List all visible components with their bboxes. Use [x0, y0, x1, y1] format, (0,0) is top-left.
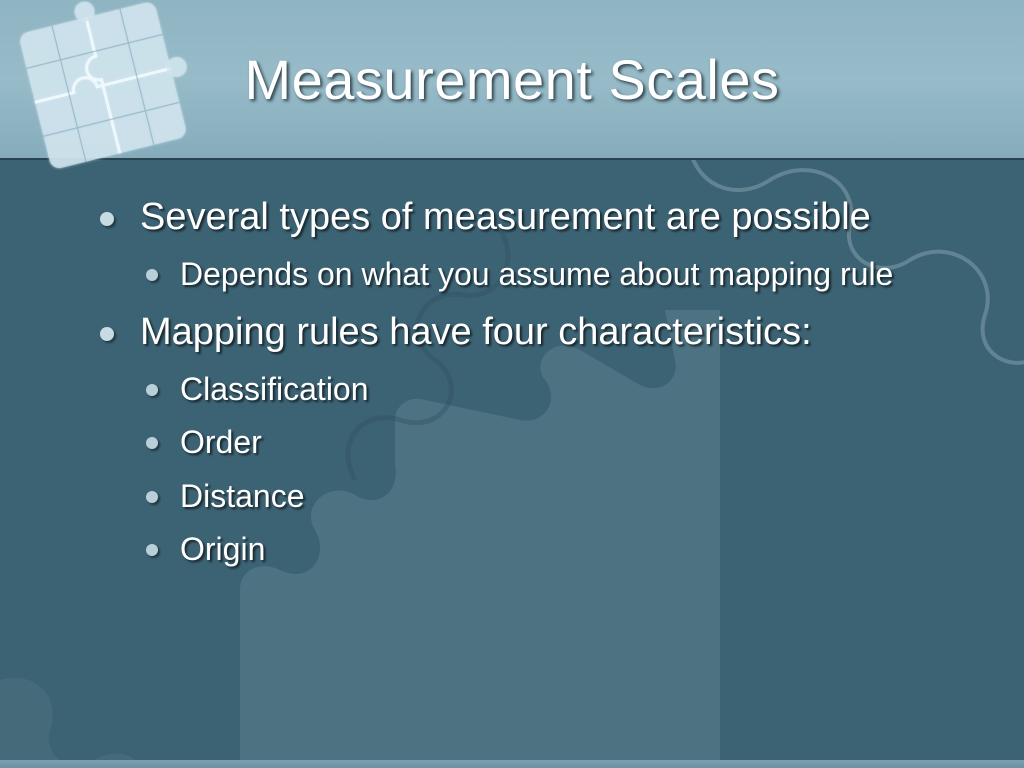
list-item: Origin [146, 529, 964, 571]
bullet-text: Origin [180, 531, 265, 567]
list-item: Depends on what you assume about mapping… [146, 254, 964, 296]
bullet-text: Depends on what you assume about mapping… [180, 256, 893, 292]
slide-body: Several types of measurement are possibl… [0, 160, 1024, 760]
slide-header: Measurement Scales [0, 0, 1024, 160]
footer-bar [0, 760, 1024, 768]
sub-bullet-list: Depends on what you assume about mapping… [146, 254, 964, 296]
slide-title: Measurement Scales [244, 47, 779, 112]
bullet-text: Mapping rules have four characteristics: [140, 311, 812, 353]
sub-bullet-list: Classification Order Distance Origin [146, 369, 964, 571]
bullet-text: Distance [180, 478, 305, 514]
bullet-list: Several types of measurement are possibl… [100, 194, 964, 571]
list-item: Several types of measurement are possibl… [100, 194, 964, 295]
bullet-text: Several types of measurement are possibl… [140, 196, 871, 238]
bullet-text: Classification [180, 371, 369, 407]
list-item: Classification [146, 369, 964, 411]
list-item: Mapping rules have four characteristics:… [100, 309, 964, 571]
list-item: Order [146, 422, 964, 464]
bullet-text: Order [180, 424, 262, 460]
list-item: Distance [146, 476, 964, 518]
